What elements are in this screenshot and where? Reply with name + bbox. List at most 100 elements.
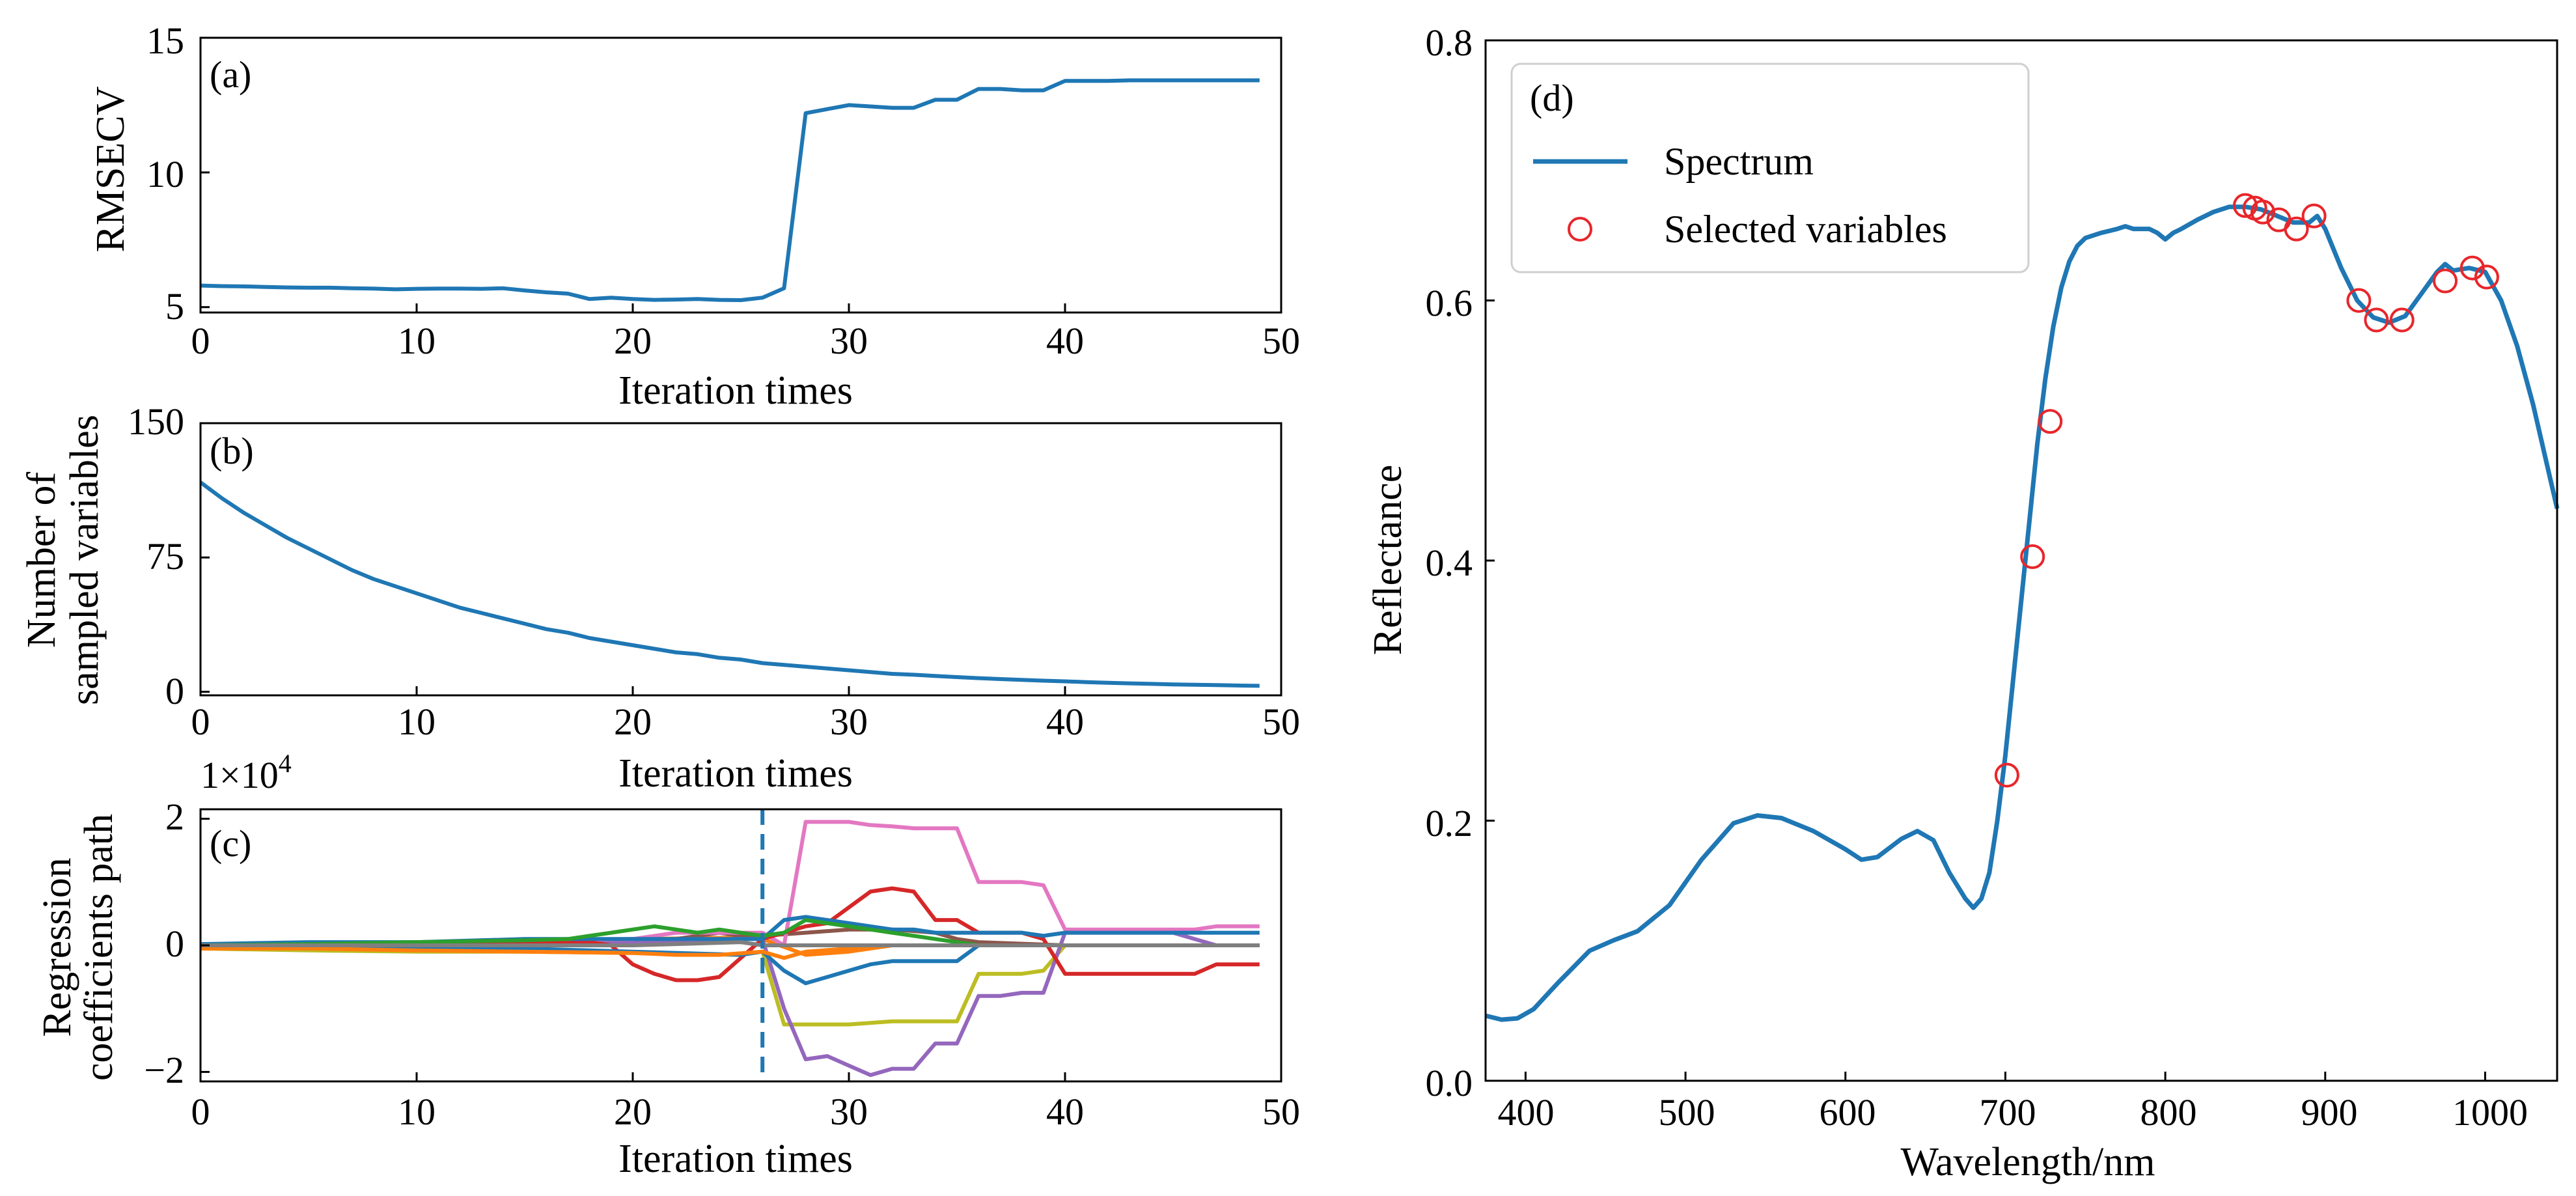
- panel-d-y-axis-label: Reflectance: [1366, 465, 1410, 656]
- panel-d-x-tick-label: 600: [1820, 1091, 1876, 1133]
- panel-d-selected-point: [2020, 544, 2045, 570]
- panel-d-x-tick-label: 800: [2140, 1091, 2197, 1133]
- panel-c-coefficient-path-9: [200, 918, 1260, 947]
- panel-a-x-ticks: 0 10 20 30 40 50: [191, 320, 1301, 362]
- panel-c-y-axis-label-line2: coefficients path: [77, 814, 121, 1081]
- panel-b-series: [199, 480, 1260, 688]
- panel-c-x-tick-label: 0: [191, 1091, 210, 1133]
- panel-a-y-tick-label: 10: [146, 153, 184, 195]
- panel-b-x-axis-label: Iteration times: [618, 751, 853, 796]
- panel-b: (b) 0 10 20 30 40 50 0 75 150 Iteration …: [20, 400, 1300, 796]
- panel-a-x-tick-label: 50: [1262, 320, 1300, 362]
- panel-b-y-tick-label: 150: [128, 400, 184, 443]
- panel-d-selected-points: [1994, 193, 2499, 788]
- panel-a-y-tick-label: 15: [146, 20, 184, 62]
- panel-d-selected-point: [2459, 255, 2485, 281]
- panel-d-series: [1485, 204, 2560, 1022]
- panel-d-spectrum-line: [1485, 204, 2560, 1022]
- panel-d-y-ticks: 0.0 0.2 0.4 0.6 0.8: [1426, 21, 1473, 1104]
- panel-a-series: [200, 78, 1260, 302]
- panel-a-tick-marks: [199, 36, 1282, 313]
- panel-a-label: (a): [210, 53, 251, 96]
- panel-d-legend: (d) Spectrum Selected variables: [1510, 63, 2030, 273]
- panel-c-y-axis-label-line1: Regression: [35, 857, 79, 1037]
- panel-c-coefficient-path-8: [200, 943, 1260, 986]
- panel-b-label: (b): [210, 430, 254, 472]
- panel-c-coefficient-path-6: [200, 886, 1260, 982]
- panel-b-x-tick-label: 40: [1046, 701, 1084, 743]
- panel-c-tick-marks: [199, 818, 1282, 1081]
- panel-c-series: [200, 820, 1260, 1078]
- panel-d-x-tick-label: 900: [2301, 1091, 2358, 1133]
- panel-c-x-tick-label: 10: [398, 1091, 436, 1133]
- panel-d-y-tick-label: 0.2: [1426, 802, 1473, 844]
- panel-a: (a) 0 10 20 30 40 50 5 10 15 Iteration t…: [89, 20, 1300, 413]
- panel-a-line: [200, 78, 1260, 302]
- panel-a-frame: [199, 36, 1282, 314]
- panel-d-x-tick-label: 500: [1659, 1091, 1715, 1133]
- panel-c-x-tick-label: 20: [614, 1091, 652, 1133]
- panel-a-x-axis-label: Iteration times: [618, 369, 853, 413]
- legend-box: [1510, 63, 2030, 273]
- legend-selected-marker: [1568, 217, 1592, 242]
- panel-d-selected-point: [2474, 264, 2499, 290]
- panel-b-y-axis-label-line2: sampled variables: [62, 415, 107, 705]
- panel-d-selected-point: [2284, 216, 2309, 242]
- panel-d-x-tick-label: 1000: [2452, 1091, 2528, 1133]
- panel-b-x-tick-label: 0: [191, 701, 210, 743]
- panel-b-x-tick-label: 50: [1262, 701, 1300, 743]
- panel-c-y-tick-label: −2: [144, 1049, 184, 1091]
- panel-b-y-tick-label: 75: [146, 535, 184, 577]
- panel-d: 400 500 600 700 800 900 1000 0.0 0.2 0.4…: [1366, 21, 2560, 1184]
- panel-d-y-tick-label: 0.0: [1426, 1062, 1473, 1104]
- panel-b-y-ticks: 0 75 150: [128, 400, 184, 712]
- panel-d-selected-point: [1994, 762, 2019, 788]
- panel-c-label: (c): [210, 822, 251, 865]
- panel-a-x-tick-label: 0: [191, 320, 210, 362]
- panel-d-x-tick-label: 400: [1498, 1091, 1555, 1133]
- panel-a-y-axis-label: RMSECV: [89, 86, 133, 252]
- panel-c-y-tick-label: 2: [165, 796, 184, 838]
- panel-a-y-tick-label: 5: [165, 285, 184, 327]
- panel-c-x-axis-label: Iteration times: [618, 1137, 853, 1181]
- panel-b-tick-marks: [199, 422, 1282, 695]
- panel-c-x-tick-label: 30: [830, 1091, 868, 1133]
- panel-d-tick-marks: [1486, 39, 2486, 1082]
- panel-c-coefficient-path-11: [201, 940, 1260, 947]
- panel-c-x-tick-label: 40: [1046, 1091, 1084, 1133]
- panel-d-selected-point: [2364, 307, 2389, 333]
- panel-a-x-tick-label: 10: [398, 320, 436, 362]
- panel-c-y-tick-label: 0: [165, 923, 184, 965]
- panel-c-x-ticks: 0 10 20 30 40 50: [191, 1091, 1301, 1133]
- panel-d-x-ticks: 400 500 600 700 800 900 1000: [1498, 1091, 2528, 1133]
- panel-c-coefficient-path-3: [200, 943, 1260, 1027]
- panel-b-frame: [199, 422, 1282, 697]
- legend-selected-label: Selected variables: [1664, 208, 1947, 251]
- panel-c-coefficient-path-5: [200, 820, 1260, 947]
- panel-d-y-tick-label: 0.8: [1426, 21, 1473, 64]
- panel-b-x-tick-label: 10: [398, 701, 436, 743]
- panel-c: 1×104 (c) 0 10 20 30 40 50 −2 0 2 Iterat…: [35, 749, 1300, 1181]
- panel-c-y-ticks: −2 0 2: [144, 796, 184, 1091]
- panel-b-y-tick-label: 0: [165, 670, 184, 712]
- panel-d-selected-point: [2389, 307, 2415, 333]
- panel-b-y-axis-label-line1: Number of: [20, 471, 64, 648]
- panel-d-y-tick-label: 0.6: [1426, 282, 1473, 324]
- panel-a-x-tick-label: 30: [830, 320, 868, 362]
- panel-c-x-tick-label: 50: [1262, 1091, 1300, 1133]
- panel-a-x-tick-label: 20: [614, 320, 652, 362]
- panel-b-x-tick-label: 30: [830, 701, 868, 743]
- panel-d-label: (d): [1530, 77, 1574, 119]
- legend-spectrum-label: Spectrum: [1664, 140, 1814, 183]
- panel-b-x-ticks: 0 10 20 30 40 50: [191, 701, 1301, 743]
- panel-b-line: [199, 480, 1260, 688]
- panel-d-selected-point: [2346, 288, 2372, 313]
- panel-d-x-tick-label: 700: [1980, 1091, 2036, 1133]
- panel-b-x-tick-label: 20: [614, 701, 652, 743]
- panel-d-selected-point: [2301, 203, 2327, 229]
- panel-a-x-tick-label: 40: [1046, 320, 1084, 362]
- panel-d-selected-point: [2250, 199, 2275, 225]
- panel-a-y-ticks: 5 10 15: [146, 20, 184, 327]
- panel-c-exponent: 1×104: [201, 749, 292, 796]
